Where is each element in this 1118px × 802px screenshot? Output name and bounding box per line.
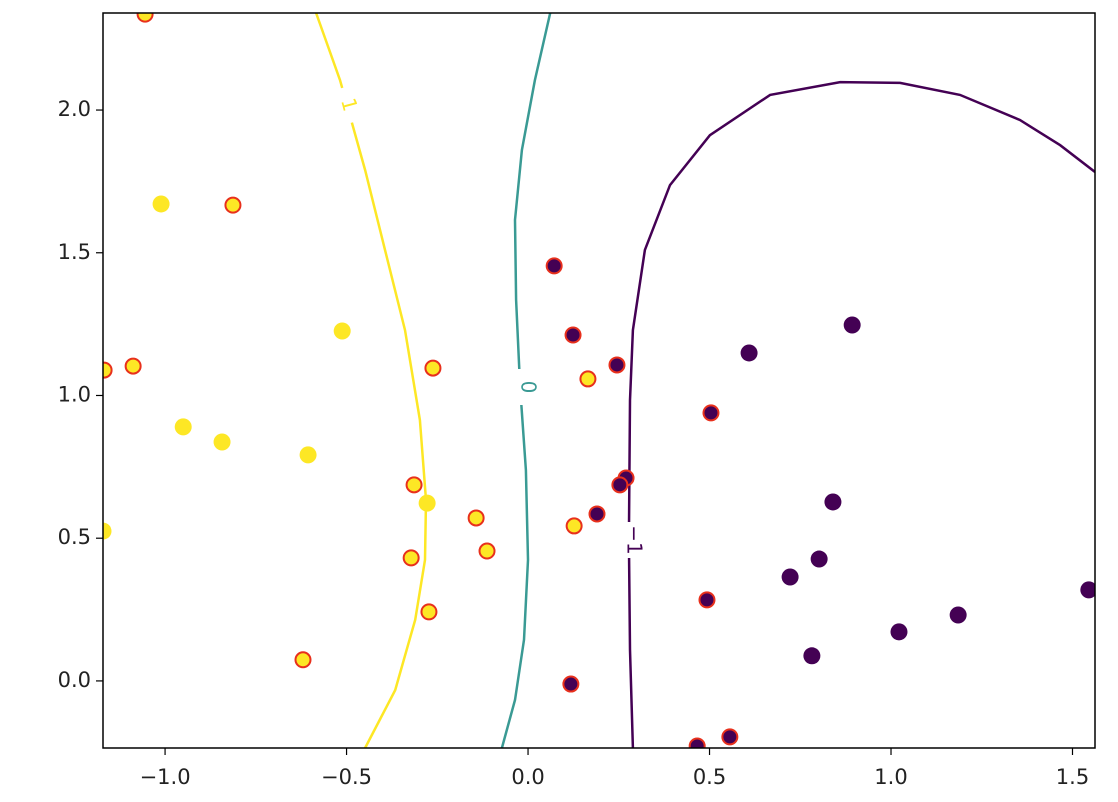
contour-label-gap <box>624 522 642 558</box>
point <box>588 505 606 523</box>
point <box>781 568 799 586</box>
point <box>702 404 720 422</box>
x-tick-label: 0.5 <box>693 765 726 789</box>
point <box>565 517 583 535</box>
point <box>564 326 582 344</box>
point <box>294 651 312 669</box>
point <box>405 476 423 494</box>
point <box>136 13 154 23</box>
point <box>420 603 438 621</box>
point <box>402 549 420 567</box>
x-tick-label: 1.0 <box>874 765 907 789</box>
point <box>213 433 231 451</box>
point <box>949 606 967 624</box>
point <box>545 257 563 275</box>
y-tick-label: 1.0 <box>58 382 91 406</box>
contour-line <box>314 13 428 748</box>
point <box>698 591 716 609</box>
point <box>721 728 739 746</box>
contour-label-gap <box>518 369 536 405</box>
contour-label: 1 <box>336 95 362 114</box>
point <box>803 647 821 665</box>
contour-label-gap <box>334 85 362 125</box>
point <box>418 494 436 512</box>
point <box>843 316 861 334</box>
contour-label: 0 <box>517 381 541 394</box>
point <box>890 623 908 641</box>
point <box>478 542 496 560</box>
point <box>333 322 351 340</box>
x-tick-label: 0.0 <box>511 765 544 789</box>
point <box>1080 581 1095 599</box>
point <box>467 509 485 527</box>
y-tick-label: 0.0 <box>58 668 91 692</box>
contour-line <box>627 80 1095 748</box>
x-tick-label: −1.0 <box>140 765 191 789</box>
contour-label: −1 <box>623 525 647 554</box>
point <box>562 675 580 693</box>
point <box>424 359 442 377</box>
point <box>579 370 597 388</box>
point <box>810 550 828 568</box>
point <box>824 493 842 511</box>
point <box>688 737 706 748</box>
x-tick-label: 1.5 <box>1056 765 1089 789</box>
point <box>611 476 629 494</box>
y-tick-label: 0.5 <box>58 525 91 549</box>
y-tick-label: 2.0 <box>58 97 91 121</box>
y-tick-label: 1.5 <box>58 240 91 264</box>
axes-frame <box>102 12 1096 749</box>
point <box>224 196 242 214</box>
point <box>740 344 758 362</box>
point <box>299 446 317 464</box>
x-tick-label: −0.5 <box>321 765 372 789</box>
plot-area: 1 0 −1 <box>103 13 1095 748</box>
point <box>174 418 192 436</box>
point <box>103 361 113 379</box>
point <box>152 195 170 213</box>
point <box>103 522 112 540</box>
point <box>124 357 142 375</box>
point <box>608 356 626 374</box>
